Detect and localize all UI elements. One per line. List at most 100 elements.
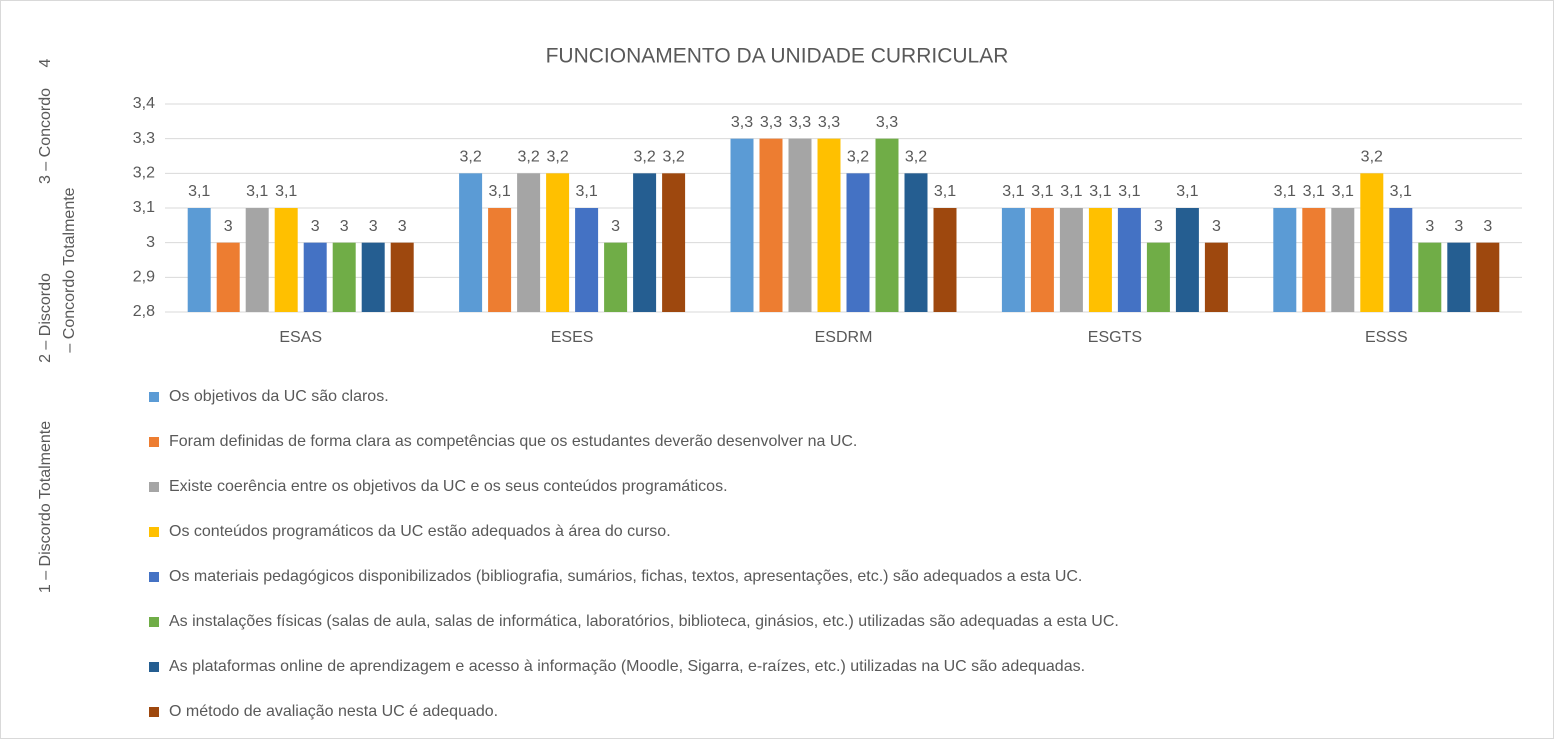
legend-label: Os objetivos da UC são claros. — [169, 388, 389, 405]
data-label: 3,1 — [1176, 183, 1198, 200]
bar — [332, 242, 356, 312]
bar — [216, 242, 240, 312]
data-label: 3,2 — [847, 149, 869, 166]
bar — [303, 242, 327, 312]
bar — [904, 173, 928, 312]
bar — [1204, 242, 1228, 312]
data-label: 3,1 — [488, 183, 510, 200]
data-label: 3 — [1154, 218, 1163, 235]
data-label: 3 — [1483, 218, 1492, 235]
bar — [361, 242, 385, 312]
y-axis-label: 3 – Concordo — [37, 88, 54, 184]
bar — [1447, 242, 1471, 312]
bar — [488, 208, 512, 312]
data-label: 3 — [369, 218, 378, 235]
data-label: 3,2 — [662, 149, 684, 166]
data-label: 3 — [611, 218, 620, 235]
x-tick-label: ESDRM — [815, 329, 873, 346]
data-label: 3,3 — [789, 114, 811, 131]
legend-label: O método de avaliação nesta UC é adequad… — [169, 703, 498, 720]
bar — [875, 138, 899, 312]
y-axis-label: 4 — [37, 58, 54, 67]
y-tick-label: 3,3 — [133, 130, 155, 147]
data-label: 3 — [311, 218, 320, 235]
y-axis-label: – Concordo Totalmente — [61, 187, 78, 352]
data-label: 3,1 — [188, 183, 210, 200]
legend-swatch — [149, 707, 159, 717]
bar — [274, 208, 298, 312]
bar — [933, 208, 957, 312]
data-label: 3,3 — [818, 114, 840, 131]
legend-label: Existe coerência entre os objetivos da U… — [169, 478, 728, 495]
y-tick-label: 3,2 — [133, 165, 155, 182]
bar — [1302, 208, 1326, 312]
legend-swatch — [149, 572, 159, 582]
legend-label: Os materiais pedagógicos disponibilizado… — [169, 568, 1082, 585]
data-label: 3,3 — [876, 114, 898, 131]
legend-swatch — [149, 392, 159, 402]
bar — [1273, 208, 1297, 312]
y-axis-label: 2 – Discordo — [37, 273, 54, 363]
bar — [633, 173, 657, 312]
data-label: 3,1 — [1274, 183, 1296, 200]
data-label: 3,1 — [1390, 183, 1412, 200]
bar — [1001, 208, 1025, 312]
data-label: 3,1 — [1303, 183, 1325, 200]
x-tick-label: ESES — [551, 329, 594, 346]
data-label: 3 — [224, 218, 233, 235]
data-label: 3,2 — [546, 149, 568, 166]
data-label: 3,1 — [1089, 183, 1111, 200]
bar — [604, 242, 628, 312]
data-label: 3,1 — [1118, 183, 1140, 200]
data-label: 3 — [1212, 218, 1221, 235]
y-tick-label: 2,9 — [133, 269, 155, 286]
bar — [1030, 208, 1054, 312]
x-tick-label: ESAS — [279, 329, 322, 346]
y-axis-label: 1 – Discordo Totalmente — [37, 421, 54, 593]
legend-label: Foram definidas de forma clara as compet… — [169, 433, 857, 450]
bar — [846, 173, 870, 312]
bar — [1088, 208, 1112, 312]
bar — [546, 173, 570, 312]
y-tick-label: 3,4 — [133, 95, 155, 112]
data-label: 3,1 — [246, 183, 268, 200]
data-label: 3,2 — [459, 149, 481, 166]
bar — [817, 138, 841, 312]
data-label: 3,3 — [731, 114, 753, 131]
bar — [1389, 208, 1413, 312]
data-label: 3 — [398, 218, 407, 235]
legend-label: As instalações físicas (salas de aula, s… — [169, 613, 1119, 630]
data-label: 3,2 — [905, 149, 927, 166]
data-label: 3,1 — [934, 183, 956, 200]
data-label: 3,2 — [517, 149, 539, 166]
bar — [1175, 208, 1199, 312]
bar — [1059, 208, 1083, 312]
bar — [245, 208, 269, 312]
legend-swatch — [149, 437, 159, 447]
bar — [390, 242, 414, 312]
data-label: 3,1 — [1060, 183, 1082, 200]
data-label: 3,1 — [1002, 183, 1024, 200]
bar — [759, 138, 783, 312]
bar — [459, 173, 483, 312]
data-label: 3,1 — [1332, 183, 1354, 200]
legend-swatch — [149, 482, 159, 492]
bar — [517, 173, 541, 312]
bar — [575, 208, 599, 312]
bar — [1146, 242, 1170, 312]
bar — [788, 138, 812, 312]
bar — [1331, 208, 1355, 312]
data-label: 3,1 — [275, 183, 297, 200]
y-tick-label: 2,8 — [133, 303, 155, 320]
data-label: 3 — [1454, 218, 1463, 235]
data-label: 3,1 — [1031, 183, 1053, 200]
bar — [1360, 173, 1384, 312]
legend-swatch — [149, 617, 159, 627]
y-tick-label: 3 — [146, 234, 155, 251]
y-tick-label: 3,1 — [133, 199, 155, 216]
data-label: 3,2 — [633, 149, 655, 166]
data-label: 3 — [1425, 218, 1434, 235]
legend-swatch — [149, 662, 159, 672]
